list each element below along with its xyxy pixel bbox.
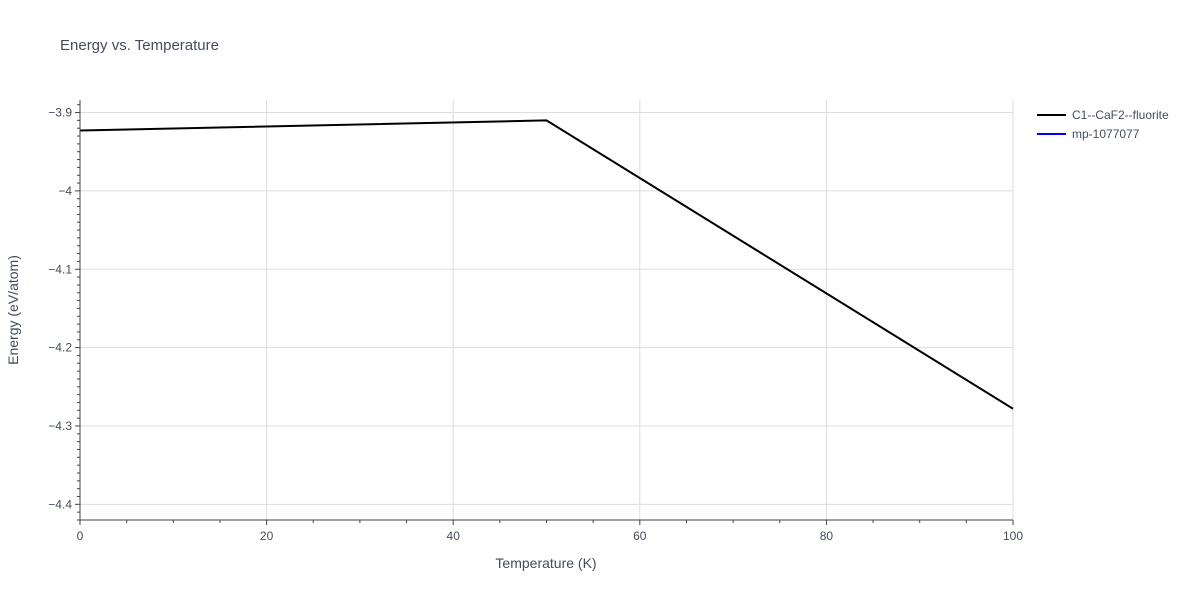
x-tick-label: 0 [77, 529, 84, 543]
y-axis-title: Energy (eV/atom) [5, 255, 21, 365]
series-layer [79, 119, 1014, 410]
x-axis-ticks: 0 20 40 60 80 100 [77, 520, 1023, 543]
legend-label: C1--CaF2--fluorite [1072, 108, 1169, 122]
x-tick-label: 60 [633, 529, 647, 543]
y-tick-label: −4.3 [48, 419, 72, 433]
y-tick-label: −4 [58, 184, 72, 198]
legend-label: mp-1077077 [1072, 127, 1140, 141]
series-line [79, 119, 1014, 410]
y-tick-label: −4.2 [48, 341, 72, 355]
x-tick-label: 80 [820, 529, 834, 543]
x-tick-label: 40 [447, 529, 461, 543]
x-tick-label: 20 [260, 529, 274, 543]
x-tick-label: 100 [1003, 529, 1023, 543]
grid-lines [80, 100, 1014, 520]
y-tick-label: −4.4 [48, 497, 72, 511]
legend[interactable]: C1--CaF2--fluorite mp-1077077 [1037, 108, 1169, 141]
chart-title: Energy vs. Temperature [60, 37, 219, 54]
y-axis-ticks: −3.9 −4 −4.1 −4.2 −4.3 −4.4 [48, 104, 80, 521]
y-tick-label: −4.1 [48, 262, 72, 276]
legend-item[interactable]: C1--CaF2--fluorite [1037, 108, 1169, 122]
legend-item[interactable]: mp-1077077 [1037, 127, 1140, 141]
x-axis-title: Temperature (K) [495, 555, 596, 571]
y-tick-label: −3.9 [48, 106, 72, 120]
